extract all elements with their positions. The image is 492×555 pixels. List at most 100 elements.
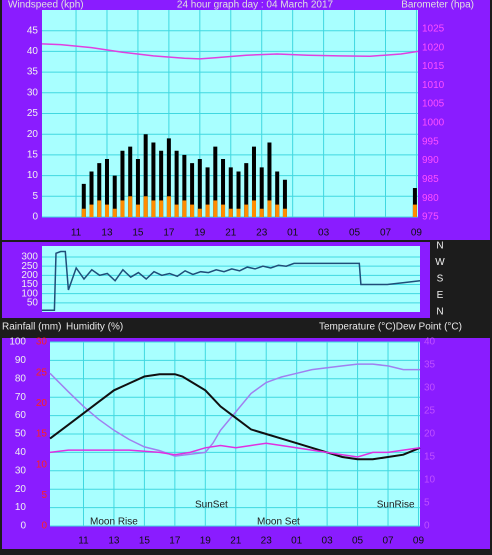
x-tick-label: 03 [318, 228, 330, 239]
y-axis-label: Rainfall (mm) [2, 322, 61, 333]
y2-tick-label: 990 [422, 155, 439, 166]
y2-tick-label: W [435, 257, 445, 268]
annotation: SunRise [377, 500, 415, 511]
x-tick-label: 11 [78, 536, 89, 547]
y-tick-label: 35 [27, 67, 39, 78]
series-line [42, 250, 421, 311]
x-tick-label: 05 [352, 536, 364, 547]
y-tick-label: 70 [15, 392, 27, 403]
y2-tick-label: 1020 [422, 42, 445, 53]
chart-title: 24 hour graph day : 04 March 2017 [177, 0, 334, 11]
y2-tick-label: 20 [424, 429, 436, 440]
x-tick-label: 19 [194, 228, 206, 239]
annotation: Moon Set [257, 517, 300, 528]
x-tick-label: 07 [380, 228, 392, 239]
y2-tick-label: 35 [424, 360, 436, 371]
plot-area [42, 246, 420, 312]
y2-tick-label: N [436, 241, 443, 252]
y2-tick-label: 1000 [422, 118, 445, 129]
y-tick-label: 90 [15, 355, 27, 366]
y2-tick-label: 5 [424, 498, 430, 509]
y-tick-label: 45 [27, 25, 39, 36]
x-tick-label: 09 [411, 228, 423, 239]
y2-tick-label: 1025 [422, 23, 445, 34]
y-tick-label: 10 [15, 502, 27, 513]
y-tick-label: 25 [27, 108, 39, 119]
y-axis-label: Windspeed (kph) [8, 0, 84, 11]
y-tick-label: 20 [15, 484, 27, 495]
y2-tick-label: 995 [422, 136, 439, 147]
y2-tick-label: 975 [422, 212, 439, 223]
y-tick-label: 20 [27, 129, 39, 140]
x-tick-label: 19 [200, 536, 212, 547]
y2-tick-label: 25 [424, 406, 436, 417]
y2-tick-label: 0 [424, 521, 430, 532]
y2-tick-label: 10 [424, 475, 436, 486]
y2-tick-label: E [437, 290, 444, 301]
x-tick-label: 01 [291, 536, 303, 547]
x-tick-label: 09 [413, 536, 425, 547]
x-tick-label: 13 [108, 536, 120, 547]
series-line [41, 43, 419, 60]
y2-tick-label: 15 [424, 452, 436, 463]
x-tick-label: 23 [261, 536, 273, 547]
y-tick-label: 250 [21, 261, 38, 272]
y-tick-label: 40 [27, 46, 39, 57]
y-tick-label: 30 [15, 465, 27, 476]
y-tick-label: 5 [32, 191, 38, 202]
y2-axis-label: Temperature (°C)Dew Point (°C) [319, 322, 462, 333]
x-tick-label: 11 [71, 228, 82, 239]
x-tick-label: 21 [230, 536, 242, 547]
x-tick-label: 23 [256, 228, 268, 239]
y-tick-label: 60 [15, 410, 27, 421]
y-tick-label: 300 [21, 252, 38, 263]
y3-tick-label: 10 [36, 459, 48, 470]
annotation: Moon Rise [90, 517, 138, 528]
y-tick-label: 15 [27, 150, 39, 161]
y3-tick-label: 15 [36, 429, 48, 440]
y2-tick-label: 1005 [422, 99, 445, 110]
y-tick-label: 30 [27, 87, 39, 98]
series-line [49, 363, 420, 457]
x-tick-label: 03 [322, 536, 334, 547]
x-tick-label: 21 [225, 228, 237, 239]
x-tick-label: 15 [132, 228, 144, 239]
y3-tick-label: 20 [36, 398, 48, 409]
y2-axis-label: Barometer (hpa) [401, 0, 474, 11]
y2-tick-label: 40 [424, 337, 436, 348]
y3-tick-label: 0 [41, 521, 47, 532]
annotation: SunSet [195, 500, 228, 511]
x-tick-label: 13 [101, 228, 113, 239]
y-tick-label: 40 [15, 447, 27, 458]
x-tick-label: 07 [382, 536, 394, 547]
y-tick-label: 150 [21, 279, 38, 290]
y-tick-label: 10 [27, 170, 39, 181]
y-tick-label: 100 [21, 288, 38, 299]
y-axis-label: Humidity (%) [66, 322, 123, 333]
y-tick-label: 0 [20, 521, 26, 532]
y3-tick-label: 25 [36, 367, 48, 378]
series-line [49, 442, 421, 458]
y-tick-label: 80 [15, 373, 27, 384]
x-tick-label: 05 [349, 228, 361, 239]
y-tick-label: 0 [32, 212, 38, 223]
x-tick-label: 17 [169, 536, 181, 547]
y3-tick-label: 30 [36, 337, 48, 348]
series-line [49, 373, 421, 461]
y3-tick-label: 5 [41, 490, 47, 501]
y2-tick-label: 1015 [422, 61, 445, 72]
y2-tick-label: 980 [422, 193, 439, 204]
y2-tick-label: 30 [424, 383, 436, 394]
y-tick-label: 100 [9, 337, 26, 348]
x-tick-label: 15 [139, 536, 151, 547]
y-tick-label: 50 [27, 297, 39, 308]
y2-tick-label: S [437, 274, 444, 285]
x-tick-label: 01 [287, 228, 299, 239]
y-tick-label: 200 [21, 270, 38, 281]
y2-tick-label: 1010 [422, 80, 445, 91]
y2-tick-label: 985 [422, 174, 439, 185]
y2-tick-label: N [436, 307, 443, 318]
x-tick-label: 17 [163, 228, 175, 239]
